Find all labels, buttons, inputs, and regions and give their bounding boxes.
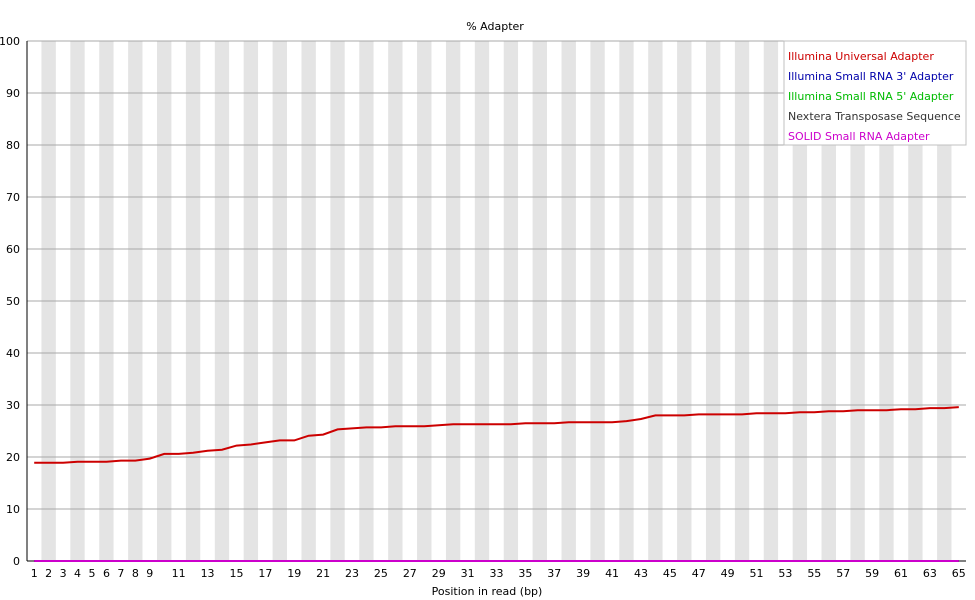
- x-tick-label: 65: [952, 567, 966, 580]
- y-tick-label: 40: [6, 347, 20, 360]
- x-tick-label: 13: [201, 567, 215, 580]
- x-tick-label: 61: [894, 567, 908, 580]
- x-tick-label: 47: [692, 567, 706, 580]
- y-tick-label: 10: [6, 503, 20, 516]
- x-tick-label: 57: [836, 567, 850, 580]
- x-tick-label: 23: [345, 567, 359, 580]
- legend-entry: Illumina Universal Adapter: [788, 50, 934, 63]
- x-tick-label: 15: [229, 567, 243, 580]
- x-tick-label: 33: [490, 567, 504, 580]
- x-tick-label: 8: [132, 567, 139, 580]
- x-tick-label: 53: [778, 567, 792, 580]
- y-tick-label: 60: [6, 243, 20, 256]
- chart-title: % Adapter: [466, 20, 524, 33]
- x-tick-label: 5: [89, 567, 96, 580]
- x-tick-label: 37: [547, 567, 561, 580]
- x-tick-label: 19: [287, 567, 301, 580]
- x-tick-label: 43: [634, 567, 648, 580]
- x-tick-label: 9: [146, 567, 153, 580]
- x-tick-label: 25: [374, 567, 388, 580]
- x-tick-label: 39: [576, 567, 590, 580]
- y-tick-label: 20: [6, 451, 20, 464]
- y-tick-label: 0: [13, 555, 20, 568]
- y-tick-label: 80: [6, 139, 20, 152]
- x-tick-label: 11: [172, 567, 186, 580]
- x-tick-label: 6: [103, 567, 110, 580]
- y-tick-label: 100: [0, 35, 20, 48]
- x-tick-label: 51: [750, 567, 764, 580]
- x-tick-label: 41: [605, 567, 619, 580]
- x-axis-label: Position in read (bp): [432, 585, 543, 598]
- y-tick-label: 50: [6, 295, 20, 308]
- x-tick-labels: 1 2 3 4 5 6 7 8 9 11 13 15 17 19 21 23 25 27 29 31 33 35 37 39 4…: [31, 567, 966, 580]
- x-tick-label: 7: [117, 567, 124, 580]
- legend-entry: Illumina Small RNA 3' Adapter: [788, 70, 954, 83]
- y-tick-label: 90: [6, 87, 20, 100]
- x-tick-label: 29: [432, 567, 446, 580]
- x-tick-label: 35: [518, 567, 532, 580]
- x-tick-label: 55: [807, 567, 821, 580]
- legend-entry: SOLID Small RNA Adapter: [788, 130, 930, 143]
- legend-entry: Nextera Transposase Sequence: [788, 110, 961, 123]
- x-tick-label: 59: [865, 567, 879, 580]
- x-tick-label: 27: [403, 567, 417, 580]
- legend: Illumina Universal Adapter Illumina Small…: [783, 40, 967, 146]
- x-tick-label: 45: [663, 567, 677, 580]
- x-tick-label: 31: [461, 567, 475, 580]
- y-tick-label: 30: [6, 399, 20, 412]
- x-tick-label: 4: [74, 567, 81, 580]
- y-tick-labels: 0 10 20 30 40 50 60 70 80 90 100: [0, 35, 20, 568]
- x-tick-label: 3: [60, 567, 67, 580]
- series-lines: [34, 406, 959, 562]
- y-tick-label: 70: [6, 191, 20, 204]
- x-tick-label: 49: [721, 567, 735, 580]
- legend-entry: Illumina Small RNA 5' Adapter: [788, 90, 954, 103]
- x-tick-label: 17: [258, 567, 272, 580]
- x-tick-label: 1: [31, 567, 38, 580]
- x-tick-label: 63: [923, 567, 937, 580]
- x-tick-label: 21: [316, 567, 330, 580]
- series-line: [34, 406, 959, 464]
- legend-box: [783, 40, 967, 146]
- x-tick-label: 2: [45, 567, 52, 580]
